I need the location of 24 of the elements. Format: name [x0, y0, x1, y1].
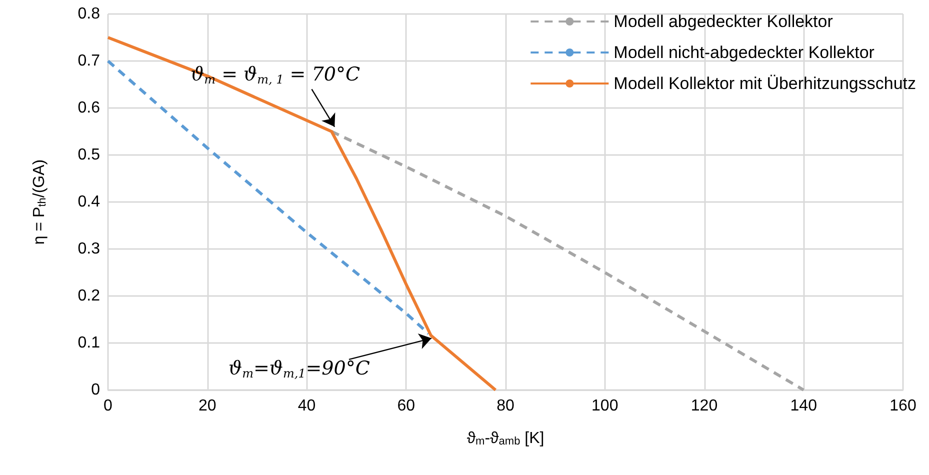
x-axis-title: ϑm-ϑamb [K] [466, 430, 544, 448]
x-tick-label: 80 [496, 398, 514, 414]
x-tick-label: 160 [890, 398, 916, 414]
x-tick-label: 40 [298, 398, 316, 414]
x-tick-label: 120 [690, 398, 718, 414]
y-tick-label: 0.8 [78, 6, 100, 22]
line-series [106, 36, 498, 392]
y-tick-label: 0 [91, 382, 100, 398]
legend-label: Modell nicht-abgedeckter Kollektor [614, 43, 875, 62]
y-tick-label: 0.4 [78, 194, 100, 210]
y-tick-label: 0.2 [78, 288, 100, 304]
x-tick-label: 100 [592, 398, 618, 414]
x-tick-label: 0 [104, 398, 113, 414]
y-axis-title: η = Pth/(GA) [31, 159, 48, 245]
y-tick-label: 0.1 [78, 334, 100, 352]
y-tick-label: 0.3 [78, 240, 100, 258]
x-tick-label: 140 [790, 398, 818, 414]
y-tick-label: 0.6 [78, 100, 100, 116]
legend-label: Modell Kollektor mit Überhitzungsschutz [614, 74, 916, 93]
x-tick-label: 60 [397, 398, 416, 414]
x-tick-label: 20 [198, 398, 216, 414]
y-tick-label: 0.7 [78, 52, 100, 70]
y-tick-label: 0.5 [78, 146, 100, 164]
legend-label: Modell abgedeckter Kollektor [614, 12, 834, 31]
